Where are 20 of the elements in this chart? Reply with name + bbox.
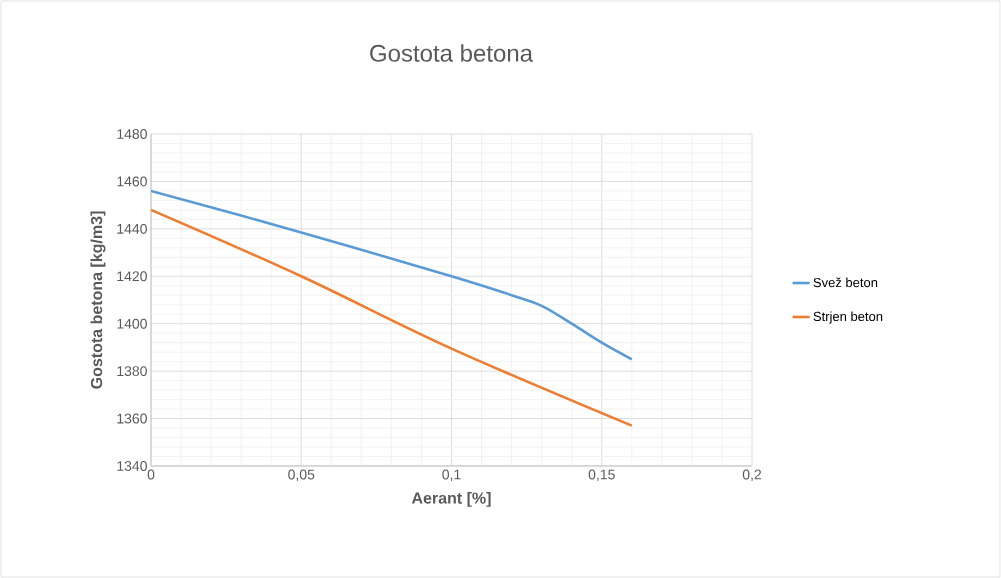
y-tick-label: 1420 [117,271,147,282]
y-tick-label: 1340 [117,461,147,471]
x-tick-label: 0 [147,469,155,480]
line-series [151,189,634,361]
legend-label: Strjen beton [813,311,883,324]
y-tick-label: 1440 [117,223,147,234]
y-tick-label: 1380 [117,366,147,377]
y-tick-label: 1480 [117,129,147,139]
x-tick-label: 0,1 [442,469,461,482]
x-axis-title: Aerant [%] [411,491,491,507]
x-tick-label: 0,2 [742,469,762,482]
x-tick-label: 0,15 [588,469,615,482]
line-series [151,208,634,427]
x-tick-label: 0,05 [288,469,315,482]
y-tick-label: 1460 [117,176,147,187]
y-tick-label: 1360 [117,413,147,424]
y-axis-title: Gostota betona [kg/m3] [90,211,106,389]
y-tick-label: 1400 [117,318,147,329]
chart-title: Gostota betona [370,44,534,62]
legend-label: Svež beton [813,277,878,288]
